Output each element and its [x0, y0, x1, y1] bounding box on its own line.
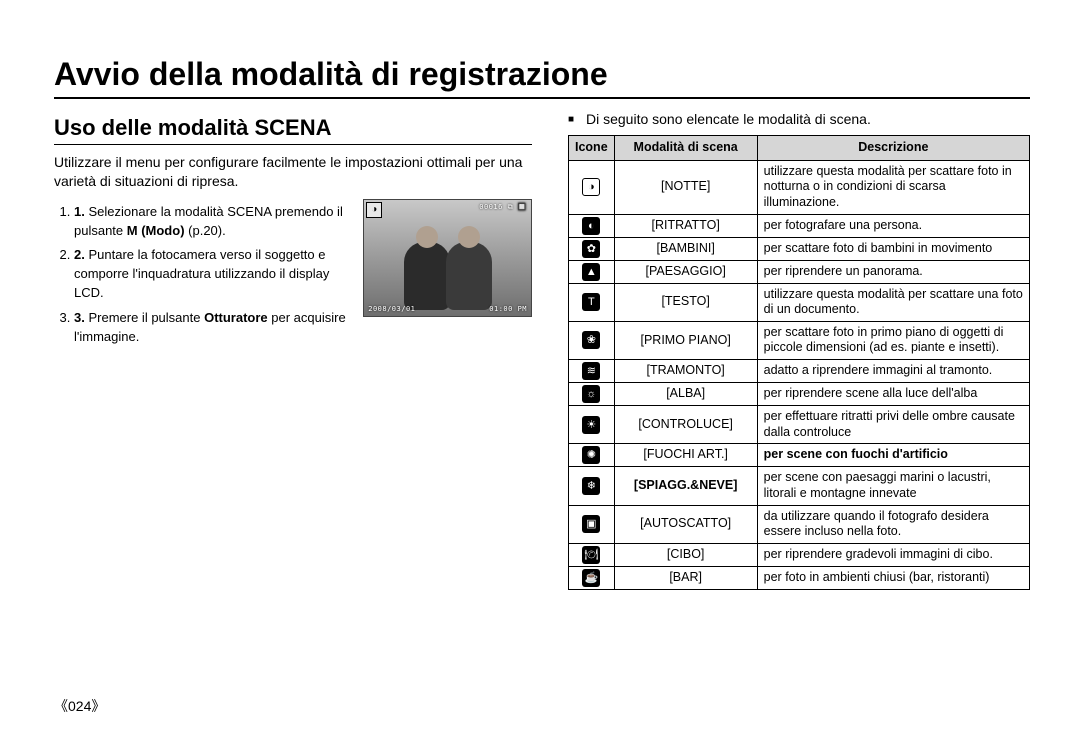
scene-icon-cell: ☼	[569, 383, 615, 406]
scene-icon-cell: ▣	[569, 505, 615, 543]
table-row: ☀ [CONTROLUCE]per effettuare ritratti pri…	[569, 406, 1030, 444]
steps-list: 1. Selezionare la modalità SCENA premend…	[54, 203, 353, 353]
th-mode: Modalità di scena	[614, 136, 757, 161]
scene-icon-cell: ☀	[569, 406, 615, 444]
scene-mode-cell: [TESTO]	[614, 283, 757, 321]
lcd-time: 01:00 PM	[489, 305, 527, 313]
lcd-date: 2008/03/01	[368, 305, 415, 313]
scene-icon: ◐	[582, 217, 600, 235]
table-row: 🍽 [CIBO]per riprendere gradevoli immagini…	[569, 543, 1030, 566]
step-1: 1. Selezionare la modalità SCENA premend…	[74, 203, 353, 241]
scene-mode-cell: [AUTOSCATTO]	[614, 505, 757, 543]
scene-icon-cell: 🍽	[569, 543, 615, 566]
scene-mode-cell: [BAMBINI]	[614, 237, 757, 260]
scene-list-heading: Di seguito sono elencate le modalità di …	[586, 111, 1030, 127]
scene-icon: ☕	[582, 569, 600, 587]
table-row: ≋ [TRAMONTO]adatto a riprendere immagini …	[569, 360, 1030, 383]
step-3: 3. Premere il pulsante Otturatore per ac…	[74, 309, 353, 347]
lcd-preview: ◑ 00016 ⧉ 🔲 2008/03/01 01:00 PM	[363, 199, 532, 317]
scene-icon: ✺	[582, 446, 600, 464]
page-title: Avvio della modalità di registrazione	[54, 56, 1030, 99]
scene-mode-cell: [PAESAGGIO]	[614, 260, 757, 283]
scene-desc-cell: per scene con fuochi d'artificio	[757, 444, 1029, 467]
scene-icon: ≋	[582, 362, 600, 380]
scene-mode-cell: [CIBO]	[614, 543, 757, 566]
scene-desc-cell: per scattare foto di bambini in moviment…	[757, 237, 1029, 260]
scene-icon-cell: ◑	[569, 160, 615, 214]
table-row: ▲ [PAESAGGIO]per riprendere un panorama.	[569, 260, 1030, 283]
scene-icon-cell: ✿	[569, 237, 615, 260]
table-row: ❄ [SPIAGG.&NEVE]per scene con paesaggi ma…	[569, 467, 1030, 505]
section-subtitle: Uso delle modalità SCENA	[54, 115, 532, 145]
table-row: ▣ [AUTOSCATTO]da utilizzare quando il fot…	[569, 505, 1030, 543]
table-row: ❀ [PRIMO PIANO]per scattare foto in primo…	[569, 321, 1030, 359]
page-number: 《024》	[54, 696, 105, 716]
scene-icon-cell: ▲	[569, 260, 615, 283]
table-row: ☼ [ALBA]per riprendere scene alla luce de…	[569, 383, 1030, 406]
table-row: ✿ [BAMBINI]per scattare foto di bambini i…	[569, 237, 1030, 260]
scene-desc-cell: per riprendere scene alla luce dell'alba	[757, 383, 1029, 406]
scene-mode-cell: [SPIAGG.&NEVE]	[614, 467, 757, 505]
scene-mode-cell: [TRAMONTO]	[614, 360, 757, 383]
scene-mode-cell: [FUOCHI ART.]	[614, 444, 757, 467]
scene-mode-cell: [NOTTE]	[614, 160, 757, 214]
scene-table: Icone Modalità di scena Descrizione ◑ [NO…	[568, 135, 1030, 590]
table-row: T [TESTO]utilizzare questa modalità per s…	[569, 283, 1030, 321]
scene-desc-cell: da utilizzare quando il fotografo deside…	[757, 505, 1029, 543]
scene-desc-cell: per riprendere gradevoli immagini di cib…	[757, 543, 1029, 566]
scene-icon: 🍽	[582, 546, 600, 564]
table-row: ◐ [RITRATTO]per fotografare una persona.	[569, 214, 1030, 237]
scene-icon: T	[582, 293, 600, 311]
th-desc: Descrizione	[757, 136, 1029, 161]
scene-icon: ☀	[582, 416, 600, 434]
scene-mode-cell: [CONTROLUCE]	[614, 406, 757, 444]
scene-mode-cell: [ALBA]	[614, 383, 757, 406]
scene-icon: ▣	[582, 515, 600, 533]
scene-desc-cell: utilizzare questa modalità per scattare …	[757, 283, 1029, 321]
scene-desc-cell: adatto a riprendere immagini al tramonto…	[757, 360, 1029, 383]
scene-desc-cell: per scattare foto in primo piano di ogge…	[757, 321, 1029, 359]
table-row: ☕ [BAR]per foto in ambienti chiusi (bar, …	[569, 566, 1030, 589]
scene-desc-cell: per fotografare una persona.	[757, 214, 1029, 237]
scene-desc-cell: per scene con paesaggi marini o lacustri…	[757, 467, 1029, 505]
th-icon: Icone	[569, 136, 615, 161]
scene-desc-cell: per riprendere un panorama.	[757, 260, 1029, 283]
scene-mode-cell: [PRIMO PIANO]	[614, 321, 757, 359]
scene-icon-cell: ❀	[569, 321, 615, 359]
scene-mode-cell: [BAR]	[614, 566, 757, 589]
scene-icon: ✿	[582, 240, 600, 258]
scene-icon-cell: T	[569, 283, 615, 321]
scene-desc-cell: utilizzare questa modalità per scattare …	[757, 160, 1029, 214]
intro-text: Utilizzare il menu per configurare facil…	[54, 153, 532, 191]
scene-mode-cell: [RITRATTO]	[614, 214, 757, 237]
scene-icon: ▲	[582, 263, 600, 281]
scene-icon-cell: ✺	[569, 444, 615, 467]
scene-icon-cell: ❄	[569, 467, 615, 505]
table-row: ✺ [FUOCHI ART.]per scene con fuochi d'art…	[569, 444, 1030, 467]
scene-icon-cell: ≋	[569, 360, 615, 383]
lcd-top-right: 00016 ⧉ 🔲	[479, 203, 527, 212]
scene-icon-cell: ◐	[569, 214, 615, 237]
scene-desc-cell: per foto in ambienti chiusi (bar, ristor…	[757, 566, 1029, 589]
scene-desc-cell: per effettuare ritratti privi delle ombr…	[757, 406, 1029, 444]
step-2: 2. Puntare la fotocamera verso il sogget…	[74, 246, 353, 303]
scene-icon: ❄	[582, 477, 600, 495]
scene-icon-cell: ☕	[569, 566, 615, 589]
table-row: ◑ [NOTTE]utilizzare questa modalità per s…	[569, 160, 1030, 214]
scene-icon: ❀	[582, 331, 600, 349]
scene-icon: ◑	[582, 178, 600, 196]
scene-icon: ☼	[582, 385, 600, 403]
